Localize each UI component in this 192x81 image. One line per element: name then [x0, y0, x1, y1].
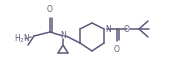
Text: O: O	[47, 5, 53, 14]
Text: N: N	[105, 24, 111, 34]
Text: O: O	[114, 45, 120, 54]
Text: O: O	[124, 24, 130, 34]
Text: H$_2$N: H$_2$N	[14, 33, 31, 45]
Text: N: N	[60, 32, 66, 40]
